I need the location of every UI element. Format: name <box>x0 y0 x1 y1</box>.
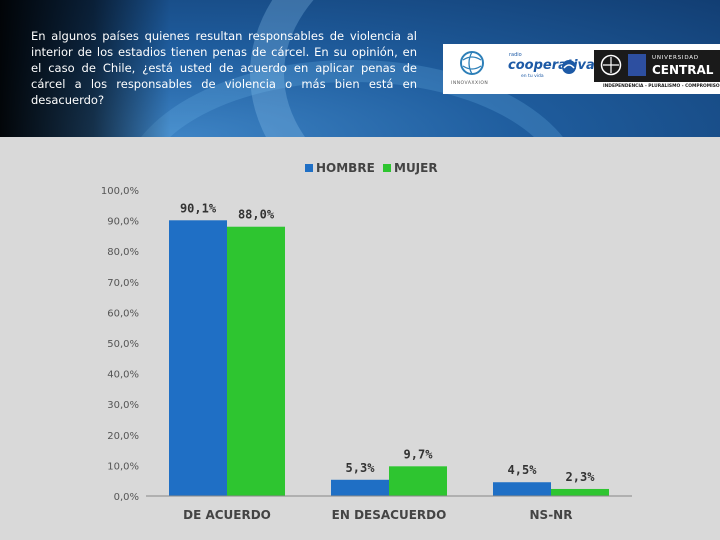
y-tick-label: 40,0% <box>107 370 139 381</box>
bar-mujer-2 <box>551 488 609 496</box>
y-tick-label: 20,0% <box>107 431 139 442</box>
chart-legend: HOMBRE MUJER <box>305 161 438 175</box>
university-motto: INDEPENDENCIA - PLURALISMO - COMPROMISO <box>603 84 720 89</box>
bar-mujer-0 <box>227 226 285 496</box>
cooperativa-wave-icon <box>562 60 576 74</box>
university-name-top: UNIVERSIDAD <box>652 55 699 61</box>
x-category-label: DE ACUERDO <box>183 508 271 522</box>
x-category-label: NS-NR <box>530 508 573 522</box>
cooperativa-logo-top: radio <box>509 52 522 58</box>
legend-label-hombre: HOMBRE <box>316 161 375 175</box>
globe-logo-icon <box>460 51 484 75</box>
legend-label-mujer: MUJER <box>394 161 438 175</box>
bar-hombre-2 <box>493 482 551 496</box>
innovaxxion-logo-text: INNOVAXXION <box>451 81 489 86</box>
y-tick-label: 50,0% <box>107 339 139 350</box>
bars-group: 90,1% 88,0% 5,3% 9,7% 4,5% 2,3% <box>169 201 609 496</box>
y-tick-label: 70,0% <box>107 278 139 289</box>
data-label-mujer-1: 9,7% <box>404 447 434 461</box>
university-name-main: CENTRAL <box>652 63 714 77</box>
university-emblem-icon <box>600 54 622 76</box>
bar-hombre-1 <box>331 479 389 496</box>
y-axis: 0,0% 10,0% 20,0% 30,0% 40,0% 50,0% 60,0% 70,0% 8… <box>101 186 139 503</box>
university-blue-mark <box>628 54 646 76</box>
legend-swatch-mujer <box>383 164 391 172</box>
x-category-label: EN DESACUERDO <box>332 508 447 522</box>
y-tick-label: 60,0% <box>107 308 139 319</box>
data-label-hombre-2: 4,5% <box>508 463 538 477</box>
data-label-hombre-1: 5,3% <box>346 461 376 475</box>
y-tick-label: 30,0% <box>107 400 139 411</box>
y-tick-label: 10,0% <box>107 461 139 472</box>
y-tick-label: 0,0% <box>114 492 139 503</box>
background-fade <box>0 0 170 137</box>
legend-swatch-hombre <box>305 164 313 172</box>
bar-hombre-0 <box>169 220 227 496</box>
data-label-mujer-0: 88,0% <box>238 208 275 222</box>
survey-question: En algunos países quienes resultan respo… <box>31 29 417 107</box>
logos-panel: INNOVAXXION radio cooperativa en tu vida… <box>443 44 720 94</box>
cooperativa-logo-sub: en tu vida <box>521 74 544 79</box>
y-tick-label: 80,0% <box>107 247 139 258</box>
data-label-mujer-2: 2,3% <box>566 470 596 484</box>
y-tick-label: 100,0% <box>101 186 139 197</box>
x-axis: DE ACUERDO EN DESACUERDO NS-NR <box>146 495 632 522</box>
header-banner: En algunos países quienes resultan respo… <box>0 0 720 137</box>
bar-mujer-1 <box>389 466 447 496</box>
universidad-central-logo: UNIVERSIDAD CENTRAL <box>594 50 720 82</box>
y-tick-label: 90,0% <box>107 217 139 228</box>
data-label-hombre-0: 90,1% <box>180 201 217 215</box>
